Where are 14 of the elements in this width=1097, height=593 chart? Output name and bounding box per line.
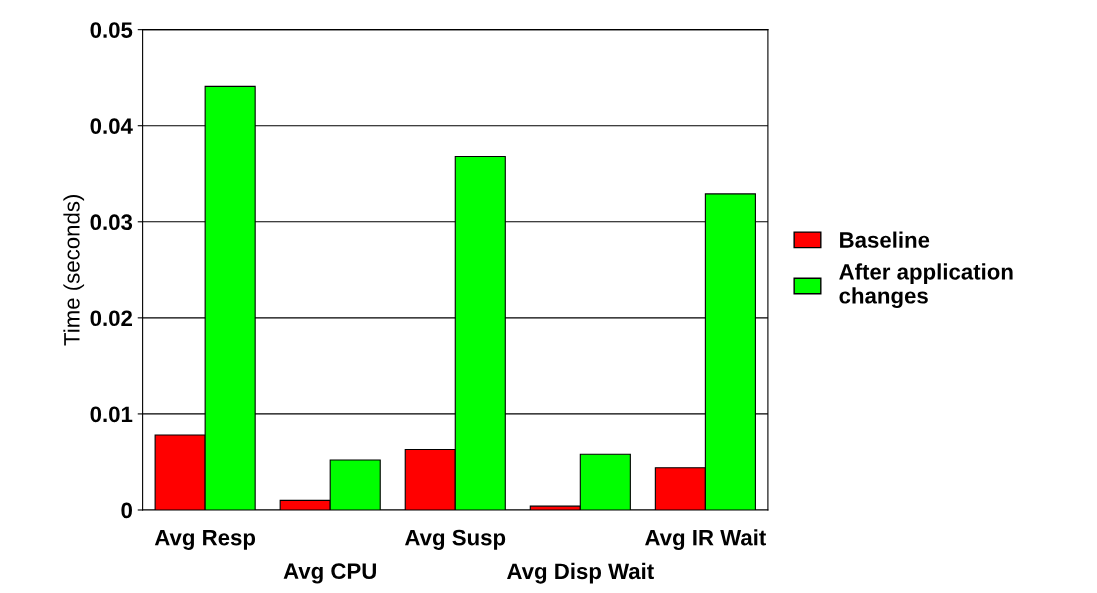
x-tick-label: Avg Susp <box>404 529 506 550</box>
x-tick-label: Avg IR Wait <box>645 529 766 551</box>
x-tick-label: Avg Disp Wait <box>507 562 654 584</box>
x-tick-label: Avg CPU <box>283 563 376 584</box>
y-tick-label: 0.04 <box>90 118 133 134</box>
y-axis-title: Time (seconds) <box>63 195 85 346</box>
x-tick-label: Avg Resp <box>154 529 256 550</box>
y-tick-label: 0.02 <box>90 310 132 327</box>
y-tick-label: 0.03 <box>90 214 133 231</box>
y-tick-label: 0.05 <box>90 22 133 38</box>
y-tick-label: 0 <box>121 502 132 519</box>
y-tick-label: 0.01 <box>90 406 133 423</box>
legend-label: After application changes <box>839 263 1013 309</box>
legend-label: Baseline <box>840 231 930 248</box>
